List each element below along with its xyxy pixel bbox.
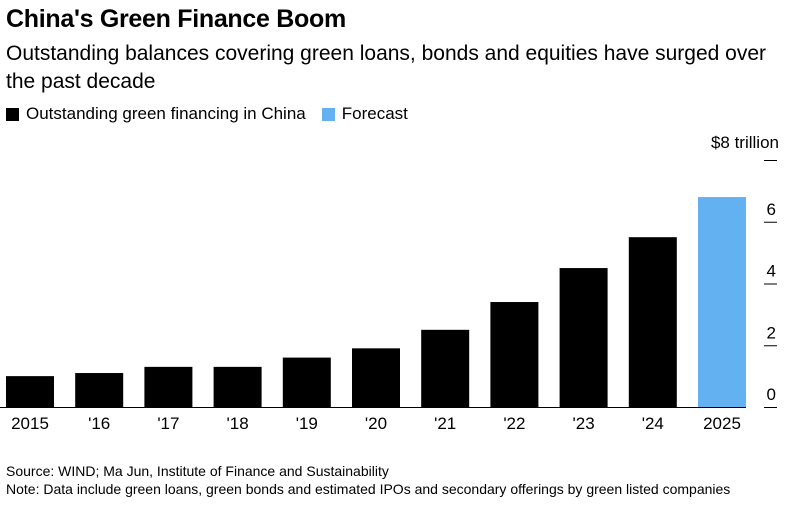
bar-actual-2 (144, 366, 193, 407)
y-tick-label-3: 6 (767, 200, 776, 219)
bar-forecast-10 (698, 197, 746, 407)
y-tick-label-0: 0 (767, 385, 776, 404)
x-tick-label-6: '21 (434, 414, 456, 433)
x-tick-label-10: 2025 (703, 414, 741, 433)
y-tick-label-1: 2 (767, 323, 776, 342)
bar-actual-4 (282, 357, 331, 407)
chart-footer: Source: WIND; Ma Jun, Institute of Finan… (6, 462, 776, 498)
bar-chart: 2015 '16 '17 '18 '19 '20 '21 '22 '23 '24 2025 0 2 4 6 (0, 160, 777, 433)
bar-actual-0 (6, 376, 54, 407)
x-tick-label-3: '18 (227, 414, 249, 433)
source-note: Source: WIND; Ma Jun, Institute of Finan… (6, 463, 389, 479)
bar-actual-6 (421, 329, 470, 407)
x-tick-label-9: '24 (642, 414, 664, 433)
bar-actual-1 (75, 373, 124, 407)
legend: Outstanding green financing in China For… (6, 103, 424, 125)
bar-actual-3 (213, 366, 262, 407)
bar-actual-9 (628, 237, 677, 407)
legend-item-actual: Outstanding green financing in China (6, 104, 306, 124)
chart-subtitle: Outstanding balances covering green loan… (6, 42, 767, 93)
data-note: Note: Data include green loans, green bo… (6, 481, 731, 497)
x-tick-label-4: '19 (296, 414, 318, 433)
bar-actual-8 (559, 268, 608, 407)
y-tick-label-2: 4 (767, 262, 776, 281)
x-tick-label-1: '16 (88, 414, 110, 433)
legend-label-forecast: Forecast (341, 104, 408, 123)
x-tick-label-8: '23 (573, 414, 595, 433)
y-axis-unit-label: $8 trillion (710, 133, 779, 152)
legend-item-forecast: Forecast (321, 104, 408, 124)
legend-swatch-actual (6, 107, 19, 121)
x-tick-label-0: 2015 (11, 414, 49, 433)
x-tick-label-5: '20 (365, 414, 387, 433)
bar-actual-7 (490, 302, 539, 407)
legend-swatch-forecast (321, 107, 335, 121)
x-tick-label-7: '22 (503, 414, 525, 433)
x-tick-label-2: '17 (157, 414, 179, 433)
bar-actual-5 (352, 348, 400, 407)
legend-label-actual: Outstanding green financing in China (26, 104, 306, 123)
chart-title: China's Green Finance Boom (6, 5, 346, 33)
